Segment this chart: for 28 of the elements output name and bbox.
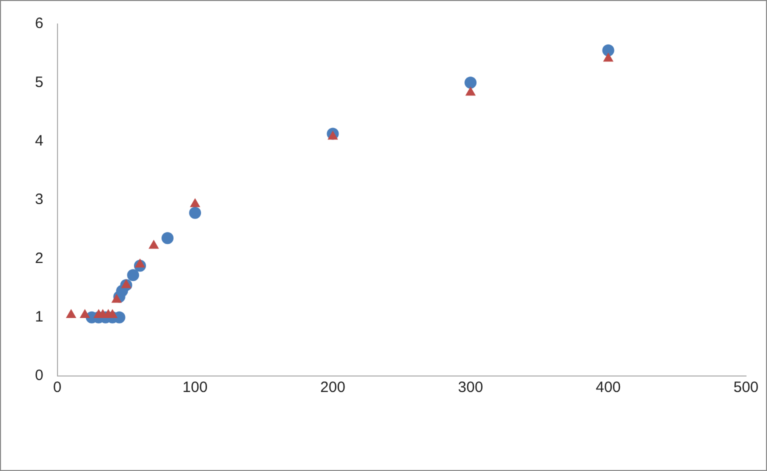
point (190, 198, 200, 208)
x-tick-label: 0 (53, 379, 62, 396)
point (127, 269, 140, 282)
y-tick-label: 0 (35, 367, 44, 384)
y-tick-label: 6 (35, 15, 44, 32)
point (134, 258, 146, 268)
point (464, 76, 477, 89)
x-tick-label: 300 (458, 379, 484, 396)
point (603, 52, 614, 62)
point (148, 240, 159, 249)
point (162, 232, 174, 244)
y-tick-label: 2 (35, 250, 44, 267)
y-tick-label: 3 (35, 191, 44, 208)
x-tick-label: 500 (733, 379, 759, 396)
point (328, 130, 338, 140)
point (189, 206, 202, 219)
point (602, 44, 614, 56)
y-tick-label: 1 (35, 308, 44, 326)
point (465, 86, 476, 96)
point (111, 294, 122, 303)
x-tick-label: 200 (320, 379, 346, 396)
y-tick-label: 5 (35, 74, 44, 91)
point (121, 279, 132, 288)
point (80, 308, 90, 318)
x-tick-label: 100 (182, 379, 208, 396)
x-tick-label: 400 (596, 379, 621, 396)
y-tick-label: 4 (35, 132, 44, 150)
point (66, 308, 76, 318)
